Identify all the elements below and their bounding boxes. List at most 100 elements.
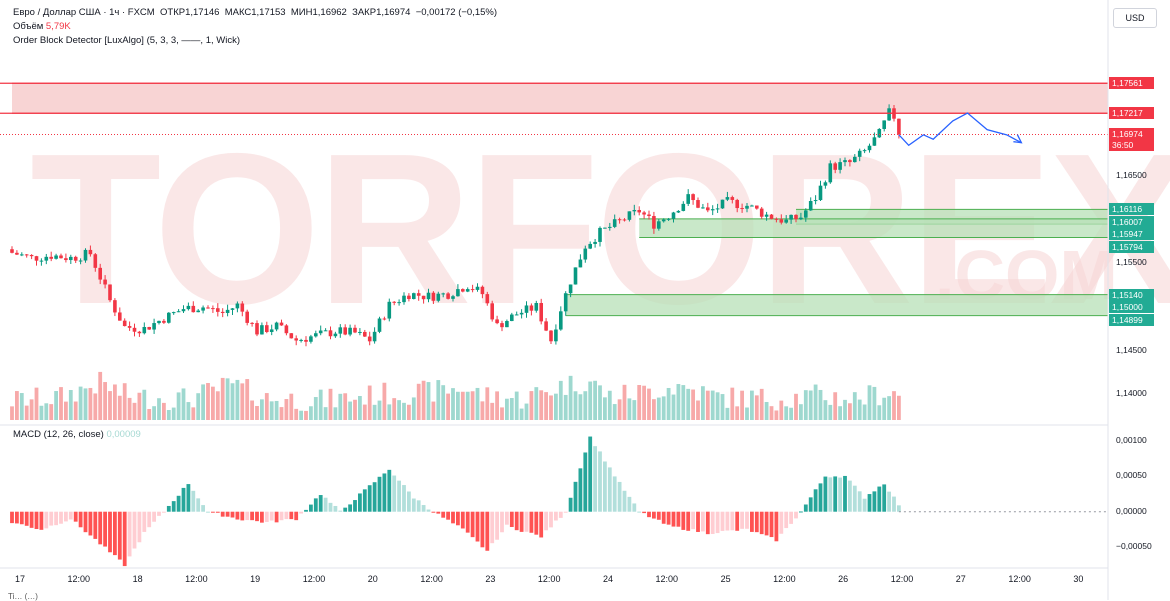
volume-bar: [44, 403, 49, 420]
candle: [167, 312, 171, 323]
macd-bar: [240, 511, 245, 521]
volume-bar: [563, 394, 568, 420]
macd-bar: [612, 476, 617, 512]
time-tick: 25: [720, 574, 731, 584]
volume-bars: [10, 371, 901, 420]
candle: [206, 307, 210, 309]
candle: [157, 320, 161, 324]
time-tick: 12:00: [302, 574, 326, 584]
volume-bar: [29, 399, 34, 420]
macd-bar: [411, 498, 416, 512]
volume-bar: [264, 393, 269, 420]
volume-bar: [607, 390, 612, 420]
macd-bar: [750, 511, 754, 532]
volume-bar: [848, 403, 852, 420]
macd-bar: [64, 511, 68, 522]
volume-bar: [54, 391, 58, 420]
volume-bar: [103, 382, 107, 420]
volume-bar: [382, 382, 387, 420]
macd-bar: [652, 511, 656, 519]
volume-bar: [627, 398, 632, 420]
macd-bar: [534, 511, 539, 535]
macd-tick: −0,00050: [1116, 541, 1152, 552]
legend-symbol[interactable]: Евро / Доллар США · 1ч · FXCM ОТКР1,1714…: [13, 6, 497, 19]
macd-bar: [372, 482, 377, 512]
macd-bar: [333, 505, 338, 512]
candle: [407, 295, 411, 299]
macd-bar: [127, 511, 132, 557]
candle: [603, 227, 607, 229]
macd-bar: [387, 469, 392, 512]
macd-bar: [456, 511, 460, 526]
order-blocks: [12, 82, 1108, 317]
candle: [132, 327, 137, 332]
candle: [559, 311, 563, 330]
legend-macd[interactable]: MACD (12, 26, close) 0,00009: [13, 428, 141, 441]
candle: [118, 312, 122, 321]
macd-bar: [852, 485, 857, 512]
macd-bar: [441, 511, 446, 518]
volume-bar: [225, 378, 230, 420]
macd-bar: [132, 511, 137, 549]
candle: [750, 205, 754, 207]
volume-value: 5,79K: [45, 21, 71, 32]
currency-button[interactable]: USD: [1113, 8, 1157, 28]
macd-bar: [348, 504, 352, 512]
volume-bar: [132, 402, 137, 420]
projection-arrowhead: [1013, 134, 1023, 144]
macd-bar: [774, 511, 779, 542]
macd-bar: [833, 476, 838, 512]
volume-bar: [529, 391, 534, 420]
candle: [461, 289, 465, 292]
volume-bar: [872, 386, 877, 420]
volume-bar: [220, 377, 225, 420]
time-tick: 17: [14, 574, 26, 584]
macd-bar: [245, 511, 250, 521]
volume-bar: [323, 407, 328, 420]
volume-bar: [568, 375, 573, 420]
volume-bar: [211, 386, 215, 420]
candle: [211, 308, 215, 310]
volume-bar: [710, 390, 715, 420]
candle: [348, 327, 352, 335]
ohlc-high: МАКС1,17153: [224, 7, 286, 18]
volume-bar: [759, 388, 764, 420]
volume-bar: [740, 390, 744, 420]
macd-bar: [68, 511, 73, 520]
candle: [661, 219, 666, 222]
macd-bar: [15, 511, 19, 524]
candle: [823, 182, 828, 186]
legend-indicator[interactable]: Order Block Detector [LuxAlgo] (5, 3, 3,…: [13, 34, 240, 47]
macd-bar: [78, 511, 83, 528]
volume-bar: [269, 401, 274, 420]
macd-bar: [206, 511, 210, 513]
macd-bar: [465, 511, 470, 533]
macd-histogram: [10, 436, 1108, 567]
volume-bar: [255, 405, 259, 420]
macd-bar: [500, 511, 504, 533]
volume-bar: [157, 398, 161, 420]
legend-volume[interactable]: Объём 5,79K: [13, 20, 71, 33]
candle: [456, 289, 460, 297]
macd-bar: [152, 511, 156, 522]
volume-bar: [166, 410, 171, 420]
macd-bar: [421, 505, 426, 512]
macd-bar: [637, 511, 642, 513]
volume-bar: [857, 399, 862, 420]
macd-bar: [794, 511, 798, 519]
macd-bar: [686, 511, 691, 531]
candle: [853, 156, 857, 163]
candle: [387, 301, 392, 319]
candle: [142, 327, 147, 334]
volume-bar: [544, 392, 548, 420]
volume-bar: [505, 398, 509, 420]
candle: [710, 209, 715, 211]
candle: [686, 194, 690, 204]
volume-bar: [686, 388, 691, 420]
macd-bar: [661, 511, 666, 524]
volume-bar: [240, 383, 245, 420]
macd-bar: [882, 484, 887, 512]
macd-bar: [279, 511, 284, 521]
